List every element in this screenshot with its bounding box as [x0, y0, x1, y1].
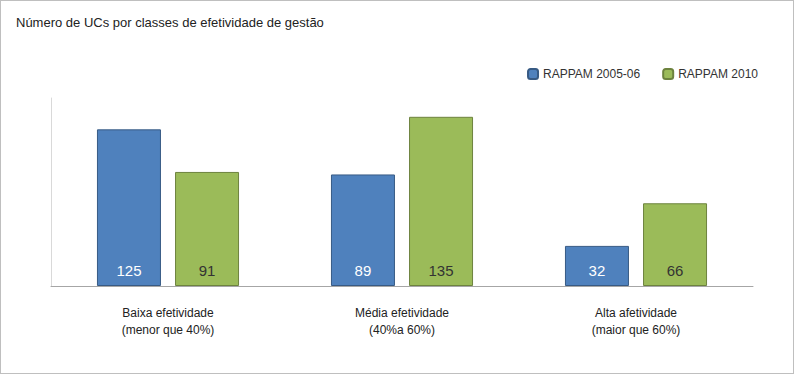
svg-text:(maior que 60%): (maior que 60%): [592, 323, 681, 337]
svg-text:135: 135: [429, 262, 454, 279]
svg-text:125: 125: [116, 262, 141, 279]
svg-text:Número de UCs por classes de e: Número de UCs por classes de efetividade…: [16, 15, 324, 30]
svg-text:(menor que 40%): (menor que 40%): [122, 323, 215, 337]
svg-text:RAPPAM 2005-06: RAPPAM 2005-06: [543, 67, 640, 81]
svg-text:66: 66: [667, 262, 684, 279]
svg-text:Média efetividade: Média efetividade: [355, 306, 449, 320]
svg-text:32: 32: [589, 262, 606, 279]
svg-text:Alta afetividade: Alta afetividade: [595, 306, 677, 320]
svg-text:89: 89: [355, 262, 372, 279]
svg-text:Baixa efetividade: Baixa efetividade: [122, 306, 214, 320]
svg-text:(40%a 60%): (40%a 60%): [369, 323, 435, 337]
svg-text:91: 91: [199, 262, 216, 279]
svg-text:RAPPAM 2010: RAPPAM 2010: [678, 67, 758, 81]
